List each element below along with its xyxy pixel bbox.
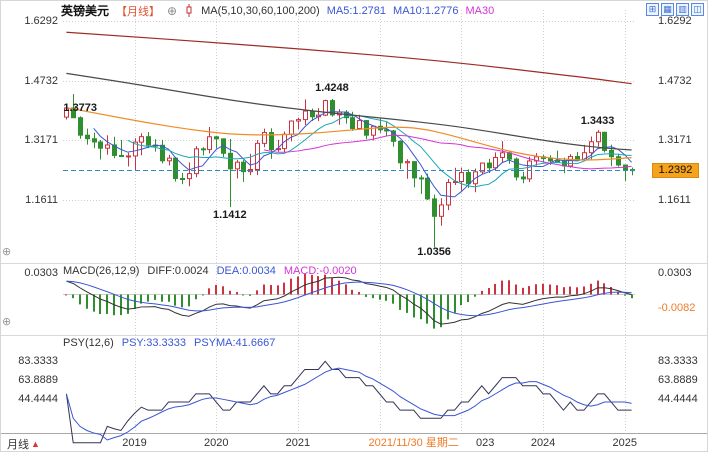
psy-axis-label-right: 83.3333 — [658, 355, 698, 368]
x-axis-year-label: 2021 — [285, 437, 311, 449]
psy-axis-label-right: 63.8889 — [658, 374, 698, 387]
x-axis-year-label: 2020 — [203, 437, 229, 449]
macd-diff-value: DIFF:0.0024 — [147, 265, 209, 277]
macd-axis-label: 0.0303 — [24, 266, 58, 279]
macd-axis-label: -0.0082 — [658, 301, 696, 314]
candle-style-icon[interactable] — [184, 4, 194, 17]
ma5-value: MA5:1.2781 — [326, 4, 387, 17]
psy-axis-label-right: 44.4444 — [658, 393, 698, 406]
price-annotation: 1.0356 — [417, 246, 451, 259]
price-annotation: 1.1412 — [213, 209, 247, 222]
psy-panel-toggle-icon[interactable]: ⊕ — [2, 316, 12, 328]
main-y-axis-label-right: 1.4732 — [658, 74, 692, 87]
macd-panel-toggle-icon[interactable]: ⊕ — [2, 246, 12, 258]
ma30-value: MA30 — [465, 4, 495, 17]
psy-axis-label-left: 63.8889 — [18, 374, 58, 387]
x-axis-date-highlight: 2021/11/30 星期二 — [368, 437, 459, 449]
layout-grid-button[interactable]: ▦ — [661, 3, 674, 16]
ma10-value: MA10:1.2776 — [393, 4, 459, 17]
period-selector-label: 月线 — [7, 439, 29, 451]
x-axis-year-label: 2019 — [122, 437, 147, 449]
macd-name-label: MACD(26,12,9) — [63, 265, 140, 277]
psy-value: PSY:33.3333 — [121, 337, 186, 349]
psy-axis-label-left: 44.4444 — [18, 393, 58, 406]
current-price-badge: 1.2392 — [652, 162, 699, 178]
period-tag[interactable]: 【月线】 — [116, 5, 161, 18]
main-y-axis-label-right: 1.1611 — [658, 193, 691, 206]
psy-name-label: PSY(12,6) — [63, 337, 114, 349]
period-selector[interactable]: 月线 ▲ — [7, 436, 40, 451]
main-y-axis-label-left: 1.4732 — [24, 74, 58, 87]
x-axis-year-label: 2025 — [612, 437, 638, 449]
main-y-axis-label-left: 1.3171 — [24, 134, 58, 147]
x-axis-year-label: 2024 — [530, 437, 556, 449]
layout-single-button[interactable]: ⊞ — [646, 3, 659, 16]
macd-header: MACD(26,12,9) DIFF:0.0024 DEA:0.0034 MAC… — [63, 265, 357, 277]
price-annotation: 1.4248 — [315, 82, 349, 95]
layout-toolbar: ⊞ ▦ ▥ ◫ — [646, 3, 704, 16]
add-indicator-icon[interactable]: ⊕ — [167, 3, 178, 18]
macd-axis-label: 0.0303 — [658, 266, 692, 279]
x-axis-year-label: 023 — [476, 437, 495, 449]
main-y-axis-label-left: 1.1611 — [25, 193, 58, 206]
main-y-axis-label-right: 1.3171 — [658, 134, 692, 147]
price-annotation: 1.3433 — [580, 114, 615, 127]
macd-value: MACD:-0.0020 — [283, 265, 357, 277]
psyma-value: PSYMA:41.6667 — [193, 337, 276, 349]
main-y-axis-label-left: 1.6292 — [24, 15, 58, 28]
ma-group-label: MA(5,10,30,60,100,200) — [201, 4, 320, 17]
layout-expand-button[interactable]: ◫ — [691, 3, 704, 16]
macd-dea-value: DEA:0.0034 — [216, 265, 276, 277]
price-annotation: 1.3773 — [63, 102, 98, 115]
main-y-axis-label-right: 1.6292 — [658, 15, 692, 28]
layout-columns-button[interactable]: ▥ — [676, 3, 689, 16]
period-up-arrow-icon: ▲ — [31, 439, 40, 449]
psy-axis-label-left: 83.3333 — [18, 355, 58, 368]
main-chart-header: 英镑美元 【月线】 ⊕ MA(5,10,30,60,100,200) MA5:1… — [61, 3, 495, 19]
psy-header: PSY(12,6) PSY:33.3333 PSYMA:41.6667 — [63, 337, 275, 349]
symbol-name: 英镑美元 — [61, 4, 110, 18]
